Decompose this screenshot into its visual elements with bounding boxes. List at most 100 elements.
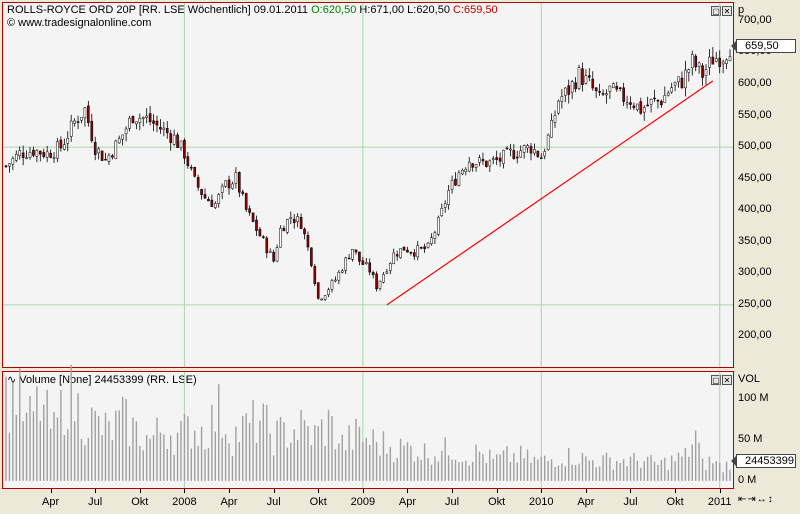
candle-body [234,172,238,184]
candle-body [725,59,728,64]
candle-body [718,57,722,67]
header-close: C:659,50 [453,4,498,16]
time-axis-label: Apr [220,496,238,508]
volume-header: ∿ Volume [None] 24453399 (RR. LSE) [7,373,197,386]
price-panel[interactable]: ROLLS-ROYCE ORD 20P [RR. LSE Wöchentlich… [2,2,734,368]
candle-body [87,105,90,123]
candle-body [189,166,193,169]
candle-body [251,212,255,222]
candle-body [155,120,159,126]
time-axis-label: Apr [577,496,595,508]
candle-body [268,250,272,253]
candle-body [73,120,76,124]
candle-body [117,138,121,144]
volume-wave-icon: ∿ [7,374,17,386]
candle-body [529,146,533,154]
candle-body [550,120,553,138]
time-axis-tick [50,489,52,493]
candle-body [66,138,70,144]
candle-body [666,92,670,96]
candle-body [601,93,605,95]
volume-tick-label: 0 M [738,473,757,486]
volume-tick-label: 100 M [738,392,769,405]
candle-body [646,104,649,107]
volume-axis[interactable]: VOL 0 M 50 M 100 M 24453399 [731,371,800,489]
time-axis-tick [229,489,231,493]
candle-body [18,150,22,157]
candle-body [224,180,227,187]
candle-body [570,81,574,93]
candle-body [45,151,49,158]
time-axis[interactable]: Apr Jul Okt 2008 Apr Jul Okt 2009 Apr Jul Okt 2010 A… [2,489,734,514]
maximize-volume-panel-icon[interactable]: ▢ [711,375,721,385]
time-axis-tick [362,489,364,493]
volume-tick-label: 50 M [738,433,763,446]
time-axis-label: Apr [398,496,417,508]
candle-body [546,134,550,150]
candle-body [340,270,344,273]
candle-body [4,165,8,168]
time-axis-tick [95,489,97,493]
time-axis-label: Okt [666,496,684,508]
candle-body [430,237,433,245]
candle-body [241,191,245,194]
candle-body [114,140,118,160]
candle-body [533,149,536,154]
candle-body [193,167,197,177]
time-axis-label: Okt [488,496,506,508]
time-axis-label: Okt [131,496,149,508]
candle-body [135,121,138,125]
candle-body [148,113,152,123]
candle-body [217,194,221,204]
candle-body [128,117,131,129]
candle-body [464,168,468,172]
candle-body [728,56,732,62]
candle-body [598,91,601,93]
time-axis-label: Jul [623,496,638,508]
candle-body [388,263,392,271]
price-axis[interactable]: p 200,00 250,00 300,00 350,00 400,00 450,00 50… [731,2,800,368]
candle-body [141,117,145,119]
candle-body [536,150,540,157]
candle-body [485,160,488,167]
candle-body [107,154,111,162]
candle-body [323,295,327,300]
time-axis-tick [541,489,543,493]
time-axis-tick [184,489,186,493]
candle-body [49,152,52,158]
candle-body [310,247,313,266]
candle-body [649,98,653,105]
candle-body [183,139,186,159]
candle-body [238,172,241,193]
scroll-zoom-buttons[interactable]: ⇤⇥↔↕ [738,494,774,505]
candle-body [557,100,560,114]
candle-body [426,242,430,248]
candle-body [515,156,519,159]
maximize-panel-icon[interactable]: ▢ [711,6,721,16]
candle-body [371,272,375,275]
current-volume-label: 24453399 [731,453,796,468]
volume-panel[interactable]: ∿ Volume [None] 24453399 (RR. LSE) ▢ ✕ [2,371,734,489]
instrument-name: ROLLS-ROYCE ORD 20P [RR. LSE Wöchentlich… [7,4,251,16]
time-axis-tick [496,489,498,493]
candle-body [382,274,385,283]
candle-body [364,262,368,264]
candle-body [165,128,169,134]
candle-body [481,159,485,162]
candle-body [207,199,210,202]
candle-body [11,158,15,165]
candle-body [83,107,87,119]
close-volume-panel-icon[interactable]: ✕ [722,375,732,385]
candle-body [690,54,694,68]
price-tick-label: 400,00 [738,203,772,216]
candle-body [581,68,584,85]
candle-body [378,280,382,289]
candle-body [622,87,625,102]
close-panel-icon[interactable]: ✕ [722,6,732,16]
candle-body [413,252,416,257]
price-tick-label: 300,00 [738,266,772,279]
candle-body [704,69,708,76]
candle-body [392,252,396,264]
header-open: O:620,50 [311,4,357,16]
candle-body [522,145,526,153]
